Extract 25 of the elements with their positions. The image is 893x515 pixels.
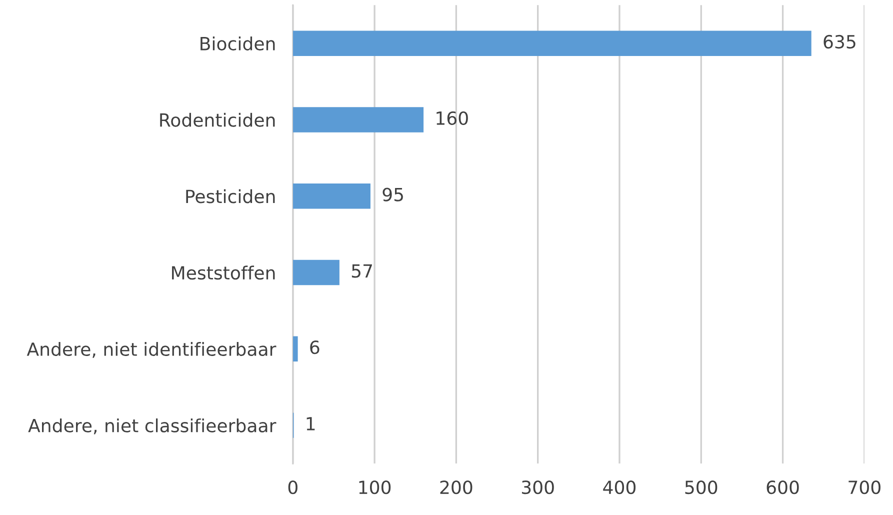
x-tick-label: 200 — [440, 480, 472, 494]
y-tick-label: Rodenticiden — [160, 112, 275, 127]
bar — [292, 260, 340, 286]
bar — [292, 30, 812, 56]
data-label: 1 — [306, 417, 315, 430]
data-label: 57 — [352, 264, 372, 278]
y-tick-label: Meststoffen — [172, 266, 275, 280]
y-tick-label: Biociden — [200, 36, 275, 50]
data-label: 635 — [824, 34, 856, 49]
data-label: 95 — [382, 188, 403, 202]
bar — [292, 336, 298, 362]
y-tick-label: Andere, niet classifieerbaar — [28, 418, 276, 434]
data-label: 6 — [310, 340, 320, 354]
y-tick-label: Pesticiden — [186, 189, 275, 204]
data-label: 160 — [436, 111, 468, 125]
x-tick-label: 600 — [766, 480, 799, 494]
bar — [292, 107, 424, 132]
y-tick-label: Andere, niet identifieerbaar — [26, 342, 276, 358]
x-tick-label: 700 — [848, 480, 880, 494]
x-tick-label: 0 — [288, 480, 298, 494]
bar — [292, 184, 370, 209]
x-tick-label: 400 — [603, 480, 636, 494]
x-tick-label: 100 — [359, 480, 391, 494]
x-tick-label: 300 — [522, 480, 554, 494]
x-tick-label: 500 — [685, 480, 718, 494]
